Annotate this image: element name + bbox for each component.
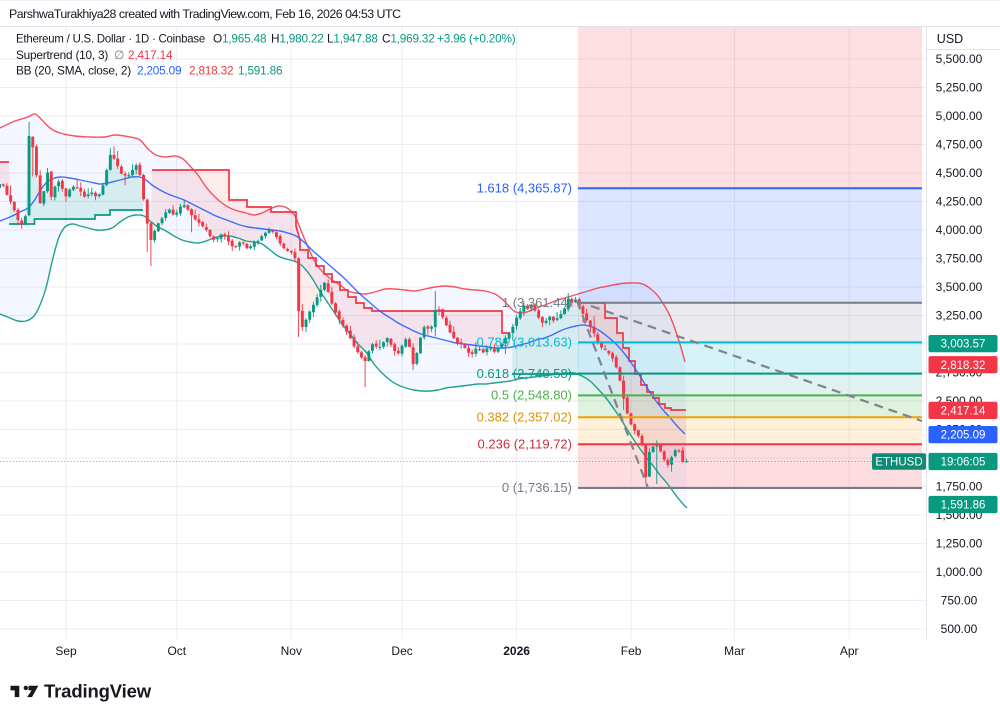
svg-text:1 (3,361.44): 1 (3,361.44) (502, 295, 572, 310)
svg-text:3,500.00: 3,500.00 (936, 280, 983, 294)
svg-text:1,250.00: 1,250.00 (936, 537, 983, 551)
svg-text:4,250.00: 4,250.00 (936, 195, 983, 209)
svg-text:2,818.32: 2,818.32 (941, 360, 986, 372)
svg-text:19:06:05: 19:06:05 (941, 457, 986, 469)
svg-text:Dec: Dec (391, 644, 412, 658)
svg-text:2,417.14: 2,417.14 (941, 406, 986, 418)
svg-text:4,500.00: 4,500.00 (936, 166, 983, 180)
svg-text:0.236 (2,119.72): 0.236 (2,119.72) (478, 437, 572, 452)
svg-text:1,591.86: 1,591.86 (941, 500, 986, 512)
svg-text:0.618 (2,740.58): 0.618 (2,740.58) (477, 366, 572, 381)
svg-text:ParshwaTurakhiya28 created wit: ParshwaTurakhiya28 created with TradingV… (9, 7, 401, 21)
svg-text:750.00: 750.00 (941, 594, 978, 608)
svg-text:1.618 (4,365.87): 1.618 (4,365.87) (477, 181, 572, 196)
svg-text:BB (20, SMA, close, 2)2,205.09: BB (20, SMA, close, 2) 2,205.09 2,818.32 1,… (16, 64, 283, 78)
svg-text:Nov: Nov (281, 644, 302, 658)
svg-text:ETHUSD: ETHUSD (875, 457, 922, 469)
svg-text:Supertrend (10, 3)∅2,417.14: Supertrend (10, 3) ∅ 2,417.14 (16, 48, 173, 62)
svg-text:3,750.00: 3,750.00 (936, 252, 983, 266)
svg-text:0.382 (2,357.02): 0.382 (2,357.02) (477, 410, 572, 425)
svg-text:2,205.09: 2,205.09 (941, 430, 986, 442)
svg-text:Mar: Mar (724, 644, 745, 658)
svg-text:5,000.00: 5,000.00 (936, 109, 983, 123)
svg-text:0.786 (3,013.63): 0.786 (3,013.63) (477, 335, 572, 350)
svg-text:2026: 2026 (503, 644, 530, 658)
svg-text:4,000.00: 4,000.00 (936, 223, 983, 237)
svg-text:500.00: 500.00 (941, 622, 978, 636)
svg-text:0 (1,736.15): 0 (1,736.15) (502, 480, 572, 495)
svg-text:3,003.57: 3,003.57 (941, 339, 986, 351)
svg-text:3,250.00: 3,250.00 (936, 309, 983, 323)
svg-text:USD: USD (937, 32, 963, 46)
svg-text:4,750.00: 4,750.00 (936, 138, 983, 152)
svg-text:Oct: Oct (167, 644, 186, 658)
svg-text:1,750.00: 1,750.00 (936, 480, 983, 494)
svg-text:Sep: Sep (55, 644, 77, 658)
svg-text:TradingView: TradingView (44, 681, 152, 702)
svg-text:5,500.00: 5,500.00 (936, 52, 983, 66)
svg-text:Apr: Apr (840, 644, 859, 658)
svg-text:1,000.00: 1,000.00 (936, 565, 983, 579)
svg-text:Ethereum / U.S. Dollar · 1D ·: Ethereum / U.S. Dollar · 1D · Coinbase O1… (16, 32, 516, 46)
svg-text:5,250.00: 5,250.00 (936, 81, 983, 95)
svg-text:0.5 (2,548.80): 0.5 (2,548.80) (491, 388, 572, 403)
svg-text:Feb: Feb (621, 644, 642, 658)
